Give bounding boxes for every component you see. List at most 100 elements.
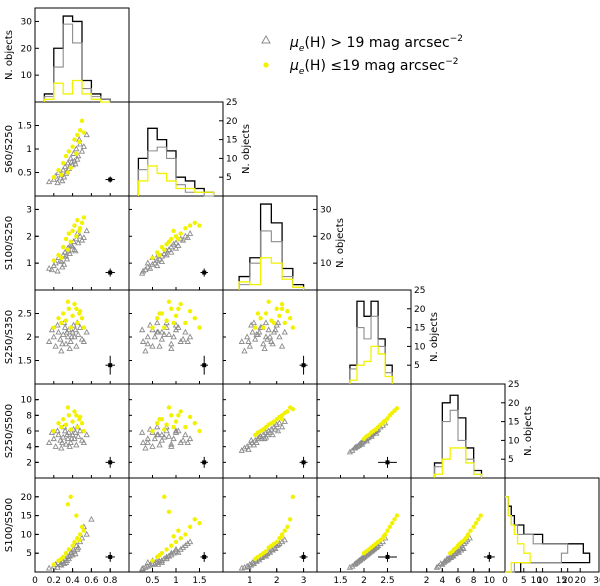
- scatter-point-bright: [157, 417, 162, 422]
- scatter-point-bright: [279, 301, 285, 307]
- scatter-point-bright: [465, 534, 470, 539]
- scatter-point-faint: [186, 230, 194, 236]
- error-bar-center: [108, 554, 113, 559]
- scatter-point-bright: [59, 255, 64, 260]
- scatter-point-bright: [76, 139, 82, 145]
- scatter-point-bright: [61, 244, 66, 250]
- y-tick-label: 2.5: [18, 310, 32, 320]
- scatter-point-faint: [168, 248, 175, 255]
- scatter-point-faint: [142, 266, 149, 273]
- scatter-point-faint: [154, 556, 161, 563]
- scatter-point-faint: [54, 179, 61, 186]
- scatter-point-faint: [144, 562, 151, 569]
- scatter-point-faint: [67, 154, 74, 161]
- scatter-point-bright: [51, 175, 56, 180]
- scatter-point-faint: [149, 326, 156, 333]
- scatter-point-faint: [269, 546, 276, 553]
- scatter-point-faint: [175, 242, 182, 248]
- scatter-point-bright: [66, 306, 72, 311]
- scatter-point-faint: [80, 439, 88, 445]
- scatter-point-faint: [172, 545, 180, 552]
- scatter-point-faint: [76, 324, 84, 330]
- x-tick-label: 2: [274, 576, 280, 586]
- scatter-point-bright: [59, 320, 64, 326]
- scatter-point-bright: [277, 313, 282, 319]
- x-tick-label: 1: [173, 576, 179, 586]
- scatter-point-faint: [88, 515, 95, 522]
- error-bar-center: [202, 270, 207, 275]
- error-bar: [200, 552, 208, 562]
- legend-marker-filled-circle: [263, 62, 269, 68]
- histogram: [238, 203, 317, 290]
- scatter-point-faint: [274, 541, 282, 548]
- scatter-point-faint: [50, 176, 57, 182]
- scatter-point-bright: [51, 325, 56, 330]
- scatter-point-faint: [61, 324, 69, 330]
- scatter-panel: [34, 299, 111, 384]
- scatter-point-bright: [77, 128, 83, 133]
- scatter-point-faint: [74, 545, 81, 552]
- scatter-point-faint: [182, 431, 189, 438]
- error-bar: [200, 355, 208, 375]
- error-bar-center: [301, 363, 306, 368]
- scatter-point-bright: [56, 316, 61, 321]
- scatter-panel: [129, 208, 202, 290]
- scatter-point-faint: [64, 333, 72, 340]
- scatter-panel: [129, 299, 202, 384]
- scatter-point-faint: [262, 319, 270, 326]
- x-tick-label: 0.2: [47, 576, 61, 586]
- y-tick-label: 2: [26, 232, 32, 242]
- hist-count-axis-label: N. objects: [429, 312, 440, 362]
- x-tick-label: 5: [521, 576, 527, 586]
- scatter-point-bright: [266, 545, 271, 550]
- scatter-point-bright: [255, 554, 261, 560]
- scatter-point-faint: [250, 441, 258, 448]
- scatter-point-bright: [75, 132, 80, 138]
- error-bar: [299, 552, 308, 562]
- scatter-point-bright: [176, 306, 181, 311]
- error-bar: [200, 456, 208, 468]
- error-bar: [483, 552, 495, 562]
- error-bar: [299, 456, 308, 468]
- scatter-point-faint: [158, 258, 166, 265]
- scatter-panel: [34, 118, 111, 196]
- scatter-point-faint: [83, 328, 90, 335]
- scatter-point-faint: [272, 545, 279, 551]
- scatter-point-bright: [72, 409, 77, 414]
- scatter-point-bright: [51, 562, 56, 567]
- scatter-point-faint: [58, 444, 65, 451]
- count-tick-label: 20: [414, 305, 426, 315]
- scatter-point-faint: [172, 239, 180, 246]
- scatter-point-bright: [61, 160, 66, 166]
- scatter-point-faint: [245, 446, 252, 453]
- scatter-point-faint: [161, 250, 168, 256]
- scatter-point-bright: [72, 223, 77, 228]
- histogram-step-bright: [349, 345, 393, 384]
- scatter-point-bright: [462, 537, 467, 543]
- error-bar: [105, 268, 115, 277]
- scatter-point-bright: [266, 299, 271, 304]
- scatter-point-bright: [392, 517, 397, 522]
- scatter-point-bright: [74, 151, 79, 156]
- y-axis-label: S100/S500: [4, 498, 15, 552]
- scatter-point-bright: [162, 247, 167, 252]
- error-bar-center: [108, 177, 113, 182]
- scatter-point-faint: [78, 335, 86, 342]
- count-tick-label: 20: [508, 399, 520, 409]
- error-bar-center: [108, 270, 113, 275]
- scatter-panel: [223, 494, 305, 573]
- scatter-point-faint: [158, 328, 166, 335]
- scatter-point-faint: [139, 565, 146, 572]
- scatter-point-bright: [166, 509, 172, 515]
- error-bar: [378, 552, 397, 562]
- scatter-point-bright: [394, 406, 400, 411]
- scatter-point-bright: [65, 502, 71, 507]
- scatter-panel: [129, 494, 202, 573]
- scatter-point-bright: [471, 524, 476, 530]
- scatter-point-faint: [172, 321, 180, 328]
- scatter-point-bright: [63, 236, 69, 242]
- scatter-point-faint: [54, 321, 61, 328]
- scatter-point-bright: [368, 430, 374, 435]
- scatter-point-bright: [65, 299, 71, 304]
- scatter-point-faint: [61, 248, 69, 255]
